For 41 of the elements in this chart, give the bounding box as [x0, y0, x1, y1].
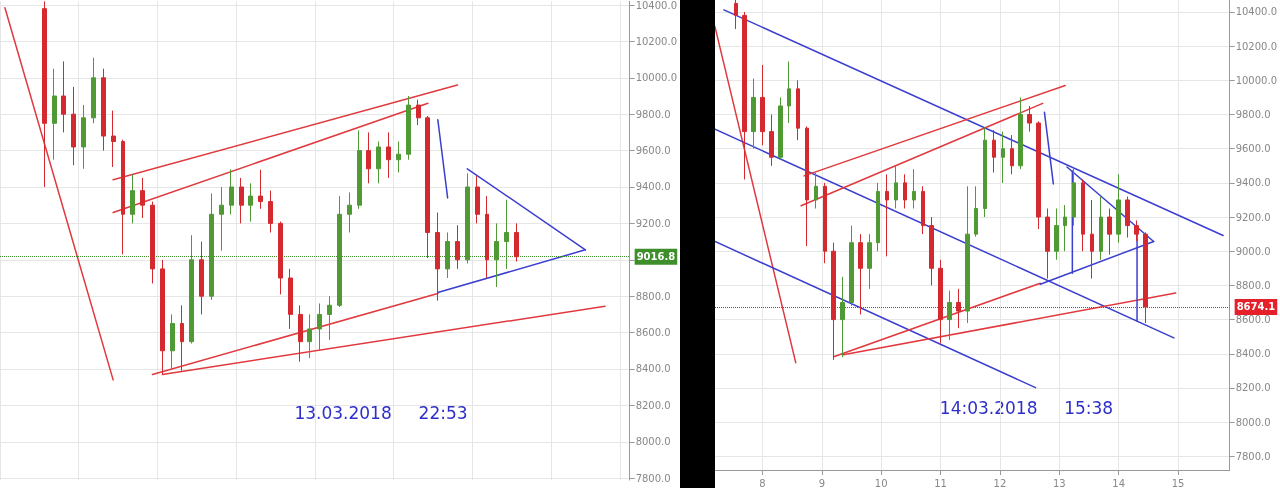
annotation: 15:38: [1064, 397, 1114, 418]
y-tick-label: 10400.0: [1235, 6, 1278, 18]
annotation: 22:53: [418, 402, 468, 423]
annotation: 14:03.2018: [939, 397, 1038, 418]
y-tick-label: 8400.0: [1235, 348, 1271, 360]
y-tick-label: 9600.0: [635, 145, 671, 157]
y-tick-label: 8600.0: [1235, 314, 1271, 326]
x-tick-label: 8: [759, 477, 766, 488]
x-tick-label: 15: [1171, 477, 1185, 488]
y-tick-label: 10000.0: [635, 72, 678, 84]
y-tick-label: 9200.0: [635, 217, 671, 229]
annotation: 13.03.2018: [294, 402, 392, 423]
y-tick-label: 9800.0: [635, 108, 671, 120]
y-tick-label: 9600.0: [1235, 143, 1271, 155]
ref-line-label: 9016.8: [636, 251, 676, 263]
y-tick-label: 9200.0: [1235, 211, 1271, 223]
y-tick-label: 8600.0: [635, 327, 671, 339]
x-tick-label: 12: [993, 477, 1007, 488]
x-tick-label: 11: [934, 477, 947, 488]
y-tick-label: 10400.0: [635, 0, 678, 11]
y-tick-label: 8400.0: [635, 363, 671, 375]
y-tick-label: 9400.0: [635, 181, 671, 193]
y-tick-label: 10200.0: [635, 35, 678, 47]
y-tick-label: 8000.0: [635, 436, 671, 448]
y-tick-label: 8800.0: [1235, 279, 1271, 291]
y-tick-label: 9000.0: [1235, 245, 1271, 257]
y-tick-label: 7800.0: [1235, 450, 1271, 462]
y-tick-label: 8200.0: [1235, 382, 1271, 394]
y-tick-label: 10000.0: [1235, 74, 1278, 86]
y-tick-label: 9800.0: [1235, 109, 1271, 121]
y-tick-label: 7800.0: [635, 472, 671, 484]
x-tick-label: 14: [1112, 477, 1126, 488]
x-tick-label: 10: [874, 477, 888, 488]
x-tick-label: 9: [818, 477, 826, 488]
y-tick-label: 10200.0: [1235, 40, 1278, 52]
y-tick-label: 8000.0: [1235, 416, 1271, 428]
y-tick-label: 8200.0: [635, 399, 671, 411]
ref-line-label: 8674.1: [1236, 301, 1276, 313]
y-tick-label: 8800.0: [635, 290, 671, 302]
y-tick-label: 9400.0: [1235, 177, 1271, 189]
x-tick-label: 13: [1052, 477, 1066, 488]
